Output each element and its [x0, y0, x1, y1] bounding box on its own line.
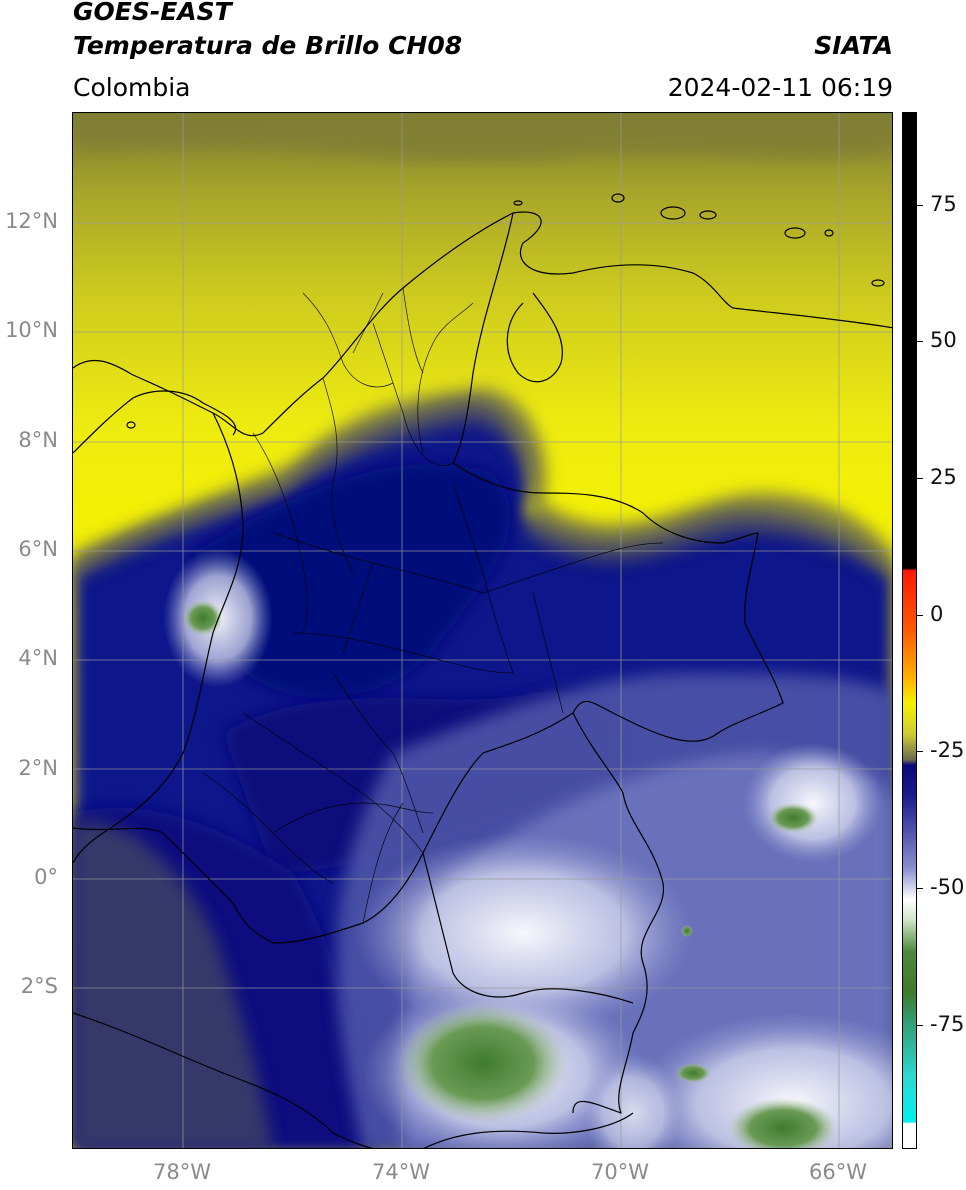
colorbar-tick [917, 205, 923, 206]
colorbar-label-neg50: -50 [930, 875, 965, 899]
lon-label-78w: 78°W [153, 1160, 211, 1184]
lat-label-2n: 2°N [18, 756, 58, 780]
organization-label: SIATA [814, 31, 893, 60]
region-label: Colombia [73, 73, 191, 102]
lat-label-2s: 2°S [20, 974, 58, 998]
department-borders [202, 287, 664, 924]
lat-label-6n: 6°N [18, 537, 58, 561]
satellite-map[interactable] [72, 112, 893, 1149]
colorbar-label-0: 0 [930, 602, 944, 626]
country-borders [73, 193, 892, 1148]
colorbar-gradient [903, 113, 916, 1148]
chart-subtitle: Temperatura de Brillo CH08 [73, 31, 463, 60]
colorbar-tick [917, 1025, 923, 1026]
lon-label-66w: 66°W [809, 1160, 867, 1184]
chart-title: GOES-EAST [73, 0, 232, 26]
lat-label-10n: 10°N [5, 318, 58, 342]
graticule [73, 113, 892, 1148]
lon-label-74w: 74°W [372, 1160, 430, 1184]
colorbar-label-50: 50 [930, 328, 957, 352]
colorbar-label-75: 75 [930, 192, 957, 216]
colorbar-tick [917, 341, 923, 342]
lat-label-8n: 8°N [18, 428, 58, 452]
colorbar-label-neg25: -25 [930, 738, 965, 762]
colorbar-tick [917, 615, 923, 616]
colorbar [902, 112, 917, 1149]
lat-label-0: 0° [34, 865, 58, 889]
colorbar-label-25: 25 [930, 465, 957, 489]
map-canvas [73, 113, 892, 1148]
colorbar-label-neg75: -75 [930, 1012, 965, 1036]
colorbar-tick [917, 478, 923, 479]
colorbar-tick [917, 888, 923, 889]
lat-label-12n: 12°N [5, 209, 58, 233]
lon-label-70w: 70°W [591, 1160, 649, 1184]
lat-label-4n: 4°N [18, 646, 58, 670]
colorbar-tick [917, 751, 923, 752]
datetime-label: 2024-02-11 06:19 [667, 73, 893, 102]
